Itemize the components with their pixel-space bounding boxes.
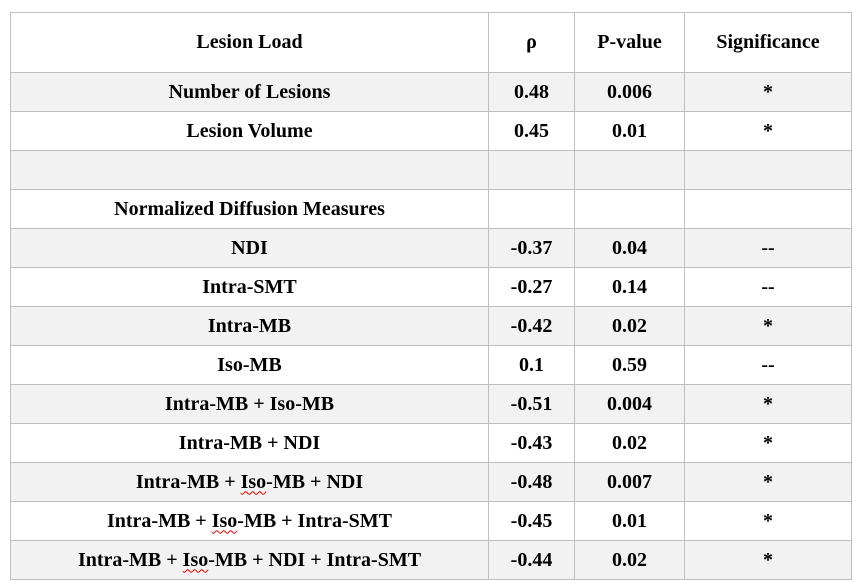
cell-significance: * [684,462,852,502]
cell-measure-label: Intra-SMT [10,267,489,307]
table-row: Intra-MB + Iso-MB + NDI -0.48 0.007 * [10,462,852,502]
column-header-lesion-load: Lesion Load [10,12,489,73]
cell-significance: * [684,72,852,112]
table-row: Intra-MB -0.42 0.02 * [10,306,852,346]
cell-measure-label: Intra-MB + NDI [10,423,489,463]
table-row: Intra-MB + Iso-MB -0.51 0.004 * [10,384,852,424]
cell-rho: -0.37 [488,228,575,268]
column-header-p-value: P-value [574,12,685,73]
cell-rho: -0.51 [488,384,575,424]
cell-p-value [574,189,685,229]
table-row: Number of Lesions 0.48 0.006 * [10,72,852,112]
cell-rho: -0.45 [488,501,575,541]
cell-measure-label: Intra-MB + Iso-MB + NDI [10,462,489,502]
cell-measure-label: Intra-MB + Iso-MB + NDI + Intra-SMT [10,540,489,580]
cell-p-value: 0.006 [574,72,685,112]
cell-significance: * [684,306,852,346]
cell-significance: * [684,384,852,424]
table-row: Normalized Diffusion Measures [10,189,852,229]
cell-rho: -0.48 [488,462,575,502]
cell-p-value: 0.02 [574,423,685,463]
table-row: Intra-MB + Iso-MB + Intra-SMT -0.45 0.01 * [10,501,852,541]
cell-p-value: 0.01 [574,111,685,151]
cell-rho: -0.44 [488,540,575,580]
cell-p-value: 0.02 [574,306,685,346]
cell-p-value: 0.02 [574,540,685,580]
cell-measure-label: Intra-MB + Iso-MB + Intra-SMT [10,501,489,541]
cell-p-value [574,150,685,190]
cell-rho: -0.27 [488,267,575,307]
cell-p-value: 0.007 [574,462,685,502]
table-row: Intra-MB + Iso-MB + NDI + Intra-SMT -0.44… [10,540,852,580]
table-row: Iso-MB 0.1 0.59 -- [10,345,852,385]
cell-p-value: 0.04 [574,228,685,268]
table-header-row: Lesion Load ρ P-value Significance [10,12,852,73]
table-row [10,150,852,190]
cell-significance: * [684,540,852,580]
lesion-correlation-table: Lesion Load ρ P-value Significance Number o… [10,12,852,580]
cell-measure-label: Iso-MB [10,345,489,385]
table-row: Intra-MB + NDI -0.43 0.02 * [10,423,852,463]
cell-measure-label: NDI [10,228,489,268]
table-row: Intra-SMT -0.27 0.14 -- [10,267,852,307]
table-row: Lesion Volume 0.45 0.01 * [10,111,852,151]
cell-significance: * [684,111,852,151]
table-row: NDI -0.37 0.04 -- [10,228,852,268]
cell-significance: -- [684,267,852,307]
cell-rho [488,189,575,229]
cell-measure-label: Lesion Volume [10,111,489,151]
cell-measure-label: Normalized Diffusion Measures [10,189,489,229]
cell-rho: -0.42 [488,306,575,346]
cell-significance [684,150,852,190]
column-header-: ρ [488,12,575,73]
spellcheck-flagged-word: Iso [182,548,209,571]
cell-rho: 0.45 [488,111,575,151]
spellcheck-flagged-word: Iso [211,509,238,532]
spellcheck-flagged-word: Iso [240,470,267,493]
cell-measure-label: Number of Lesions [10,72,489,112]
cell-measure-label: Intra-MB [10,306,489,346]
cell-significance: * [684,501,852,541]
table-body: Number of Lesions 0.48 0.006 * Lesion Volume… [10,72,852,580]
cell-measure-label: Intra-MB + Iso-MB [10,384,489,424]
cell-p-value: 0.14 [574,267,685,307]
cell-significance: -- [684,228,852,268]
cell-significance: -- [684,345,852,385]
cell-p-value: 0.01 [574,501,685,541]
cell-rho [488,150,575,190]
table-header: Lesion Load ρ P-value Significance [10,12,852,73]
cell-significance [684,189,852,229]
cell-p-value: 0.004 [574,384,685,424]
cell-measure-label [10,150,489,190]
cell-p-value: 0.59 [574,345,685,385]
column-header-significance: Significance [684,12,852,73]
cell-rho: -0.43 [488,423,575,463]
cell-rho: 0.48 [488,72,575,112]
cell-rho: 0.1 [488,345,575,385]
cell-significance: * [684,423,852,463]
